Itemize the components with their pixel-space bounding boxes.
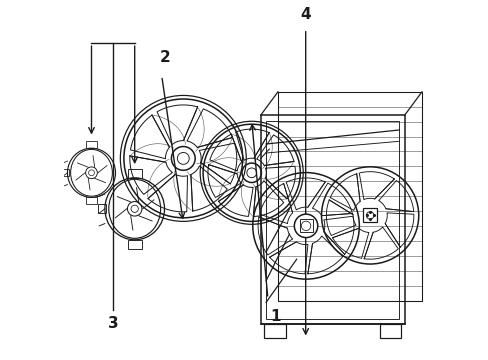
Bar	[127, 240, 142, 249]
Bar	[61, 169, 68, 176]
Circle shape	[294, 214, 317, 238]
Bar	[379, 324, 400, 338]
Bar	[85, 141, 97, 148]
Bar	[98, 204, 106, 213]
Text: 1: 1	[269, 309, 280, 324]
Text: 2: 2	[160, 50, 170, 65]
Bar	[363, 208, 376, 222]
Bar	[127, 169, 142, 178]
Bar	[85, 197, 97, 204]
Text: 3: 3	[107, 316, 118, 332]
Text: 4: 4	[300, 7, 310, 22]
Bar	[264, 324, 285, 338]
Bar	[299, 219, 312, 232]
